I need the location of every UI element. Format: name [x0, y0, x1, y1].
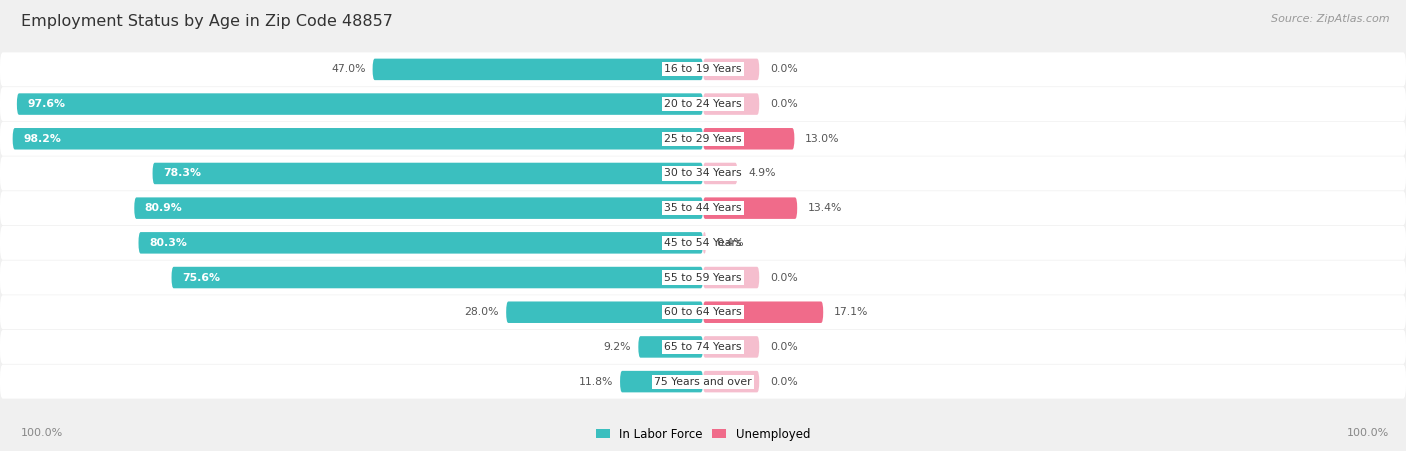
FancyBboxPatch shape: [153, 163, 703, 184]
Text: 45 to 54 Years: 45 to 54 Years: [664, 238, 742, 248]
FancyBboxPatch shape: [139, 232, 703, 253]
FancyBboxPatch shape: [703, 232, 706, 253]
Text: 0.0%: 0.0%: [770, 342, 797, 352]
FancyBboxPatch shape: [0, 226, 1406, 260]
Text: 97.6%: 97.6%: [28, 99, 66, 109]
FancyBboxPatch shape: [13, 128, 703, 150]
FancyBboxPatch shape: [703, 301, 824, 323]
FancyBboxPatch shape: [0, 295, 1406, 329]
FancyBboxPatch shape: [134, 198, 703, 219]
Text: Employment Status by Age in Zip Code 48857: Employment Status by Age in Zip Code 488…: [21, 14, 392, 28]
FancyBboxPatch shape: [620, 371, 703, 392]
Text: 35 to 44 Years: 35 to 44 Years: [664, 203, 742, 213]
Text: 0.0%: 0.0%: [770, 99, 797, 109]
Text: 98.2%: 98.2%: [22, 134, 60, 144]
Text: 47.0%: 47.0%: [330, 64, 366, 74]
FancyBboxPatch shape: [703, 371, 759, 392]
Text: 4.9%: 4.9%: [748, 169, 776, 179]
FancyBboxPatch shape: [703, 267, 759, 288]
FancyBboxPatch shape: [0, 156, 1406, 190]
FancyBboxPatch shape: [172, 267, 703, 288]
FancyBboxPatch shape: [638, 336, 703, 358]
Text: 11.8%: 11.8%: [579, 377, 613, 387]
Text: 16 to 19 Years: 16 to 19 Years: [664, 64, 742, 74]
FancyBboxPatch shape: [506, 301, 703, 323]
FancyBboxPatch shape: [703, 59, 759, 80]
Legend: In Labor Force, Unemployed: In Labor Force, Unemployed: [596, 428, 810, 441]
FancyBboxPatch shape: [703, 128, 794, 150]
Text: 80.3%: 80.3%: [149, 238, 187, 248]
Text: 75.6%: 75.6%: [183, 272, 221, 282]
Text: 0.0%: 0.0%: [770, 272, 797, 282]
FancyBboxPatch shape: [373, 59, 703, 80]
Text: 100.0%: 100.0%: [21, 428, 63, 438]
Text: 28.0%: 28.0%: [464, 307, 499, 317]
Text: 60 to 64 Years: 60 to 64 Years: [664, 307, 742, 317]
FancyBboxPatch shape: [703, 93, 759, 115]
Text: 65 to 74 Years: 65 to 74 Years: [664, 342, 742, 352]
Text: 80.9%: 80.9%: [145, 203, 183, 213]
Text: 0.4%: 0.4%: [717, 238, 744, 248]
Text: 17.1%: 17.1%: [834, 307, 868, 317]
FancyBboxPatch shape: [0, 87, 1406, 121]
Text: 13.0%: 13.0%: [806, 134, 839, 144]
Text: 0.0%: 0.0%: [770, 64, 797, 74]
FancyBboxPatch shape: [17, 93, 703, 115]
Text: Source: ZipAtlas.com: Source: ZipAtlas.com: [1271, 14, 1389, 23]
Text: 20 to 24 Years: 20 to 24 Years: [664, 99, 742, 109]
FancyBboxPatch shape: [0, 261, 1406, 295]
FancyBboxPatch shape: [0, 364, 1406, 399]
Text: 78.3%: 78.3%: [163, 169, 201, 179]
Text: 0.0%: 0.0%: [770, 377, 797, 387]
FancyBboxPatch shape: [703, 336, 759, 358]
FancyBboxPatch shape: [703, 163, 738, 184]
FancyBboxPatch shape: [0, 122, 1406, 156]
Text: 30 to 34 Years: 30 to 34 Years: [664, 169, 742, 179]
Text: 75 Years and over: 75 Years and over: [654, 377, 752, 387]
FancyBboxPatch shape: [0, 330, 1406, 364]
Text: 100.0%: 100.0%: [1347, 428, 1389, 438]
Text: 13.4%: 13.4%: [808, 203, 842, 213]
Text: 55 to 59 Years: 55 to 59 Years: [664, 272, 742, 282]
FancyBboxPatch shape: [703, 198, 797, 219]
FancyBboxPatch shape: [0, 52, 1406, 87]
Text: 9.2%: 9.2%: [603, 342, 631, 352]
FancyBboxPatch shape: [0, 191, 1406, 225]
Text: 25 to 29 Years: 25 to 29 Years: [664, 134, 742, 144]
